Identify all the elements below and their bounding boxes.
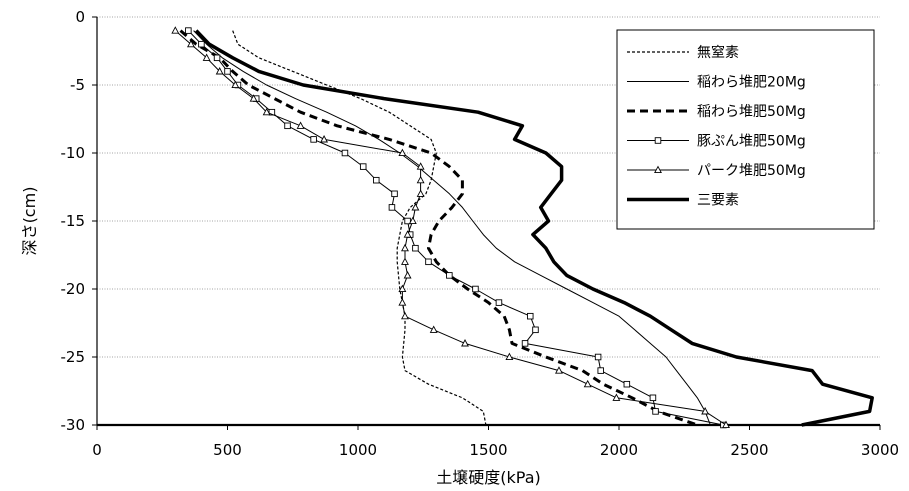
data-point-3 [495,299,503,306]
series-3 [185,27,727,429]
tick-labels: 0 -5 -10 -15 -20 -25 -30 0 500 1000 1500 2000 2500 30… [61,8,900,459]
y-tick-label: 0 [75,8,85,26]
data-point-4 [408,216,417,225]
data-point-4 [398,298,407,306]
data-point-4 [555,366,563,374]
y-tick-label: -15 [61,212,86,230]
data-point-4 [416,162,425,170]
series-line-0 [232,30,487,426]
x-tick-label: 0 [92,441,102,459]
data-point-3 [594,353,602,361]
data-point-4 [612,393,621,401]
data-point-3 [310,136,317,143]
axes [92,16,881,430]
data-point-4 [231,80,240,89]
data-point-4 [215,67,224,75]
data-point-3 [388,204,396,211]
data-point-3 [268,108,276,116]
x-tick-label: 2500 [730,441,768,459]
data-point-3 [213,54,221,62]
data-point-3 [198,40,205,48]
data-point-4 [583,379,592,388]
y-tick-label: -20 [61,280,86,298]
series-line-5 [194,29,874,427]
data-point-4 [249,94,258,102]
data-point-4 [416,175,425,184]
x-tick-label: 1500 [469,441,507,459]
series-line-4 [174,30,727,426]
data-point-3 [359,163,367,170]
data-point-4 [320,135,329,143]
series-5 [194,29,874,427]
y-tick-label: -30 [61,416,86,434]
data-point-3 [446,272,453,279]
legend-label-1: 稲わら堆肥20Mg [697,75,806,91]
legend-label-4: パーク堆肥50Mg [697,163,806,179]
data-point-4 [398,148,407,157]
data-point-3 [472,285,479,293]
y-tick-label: -25 [61,348,86,366]
data-point-4 [505,352,514,361]
legend-label-0: 無窒素 [697,44,739,61]
legend-label-5: 三要素 [697,193,739,209]
x-axis-title: 土壌硬度(kPa) [436,468,541,487]
x-tick-label: 1000 [339,441,377,459]
data-point-3 [521,340,529,347]
data-point-4 [202,53,211,61]
legend-label-3: 豚ぷん堆肥50Mg [697,134,806,150]
series-0 [232,30,487,426]
series-layer [171,26,874,429]
data-point-4 [461,339,469,347]
data-point-4 [187,39,195,48]
data-point-4 [262,107,271,116]
data-point-4 [411,203,420,211]
series-1 [193,30,711,426]
legend-marker-4 [654,165,662,174]
x-tick-label: 2000 [600,441,638,459]
data-point-4 [403,271,412,279]
series-line-1 [193,30,711,426]
data-point-3 [652,408,659,415]
data-point-3 [373,176,380,184]
y-tick-label: -5 [70,76,85,94]
data-point-3 [284,122,291,130]
series-4 [171,26,730,429]
data-point-4 [722,420,730,429]
data-point-3 [404,217,411,225]
x-tick-label: 500 [213,441,242,459]
series-line-2 [179,29,698,427]
data-point-4 [296,121,305,129]
data-point-4 [401,257,409,265]
data-point-4 [416,189,425,197]
data-point-4 [429,325,438,333]
data-point-3 [341,149,349,157]
data-point-4 [171,26,180,34]
series-2 [179,29,698,427]
data-point-3 [649,394,657,402]
x-tick-label: 3000 [861,441,899,459]
legend-box [616,29,875,230]
y-tick-label: -10 [61,144,86,162]
legend-marker-3 [654,137,662,144]
data-point-3 [597,367,604,374]
data-point-3 [391,190,398,198]
data-point-3 [527,312,534,320]
legend-label-2: 稲わら堆肥50Mg [697,104,806,120]
data-point-4 [398,284,407,293]
data-point-3 [224,68,231,75]
data-point-4 [701,407,710,415]
y-axis-title: 深さ(cm) [20,187,39,256]
data-point-3 [412,244,419,252]
data-point-4 [401,311,409,320]
data-point-4 [403,230,412,238]
data-point-3 [185,27,192,34]
data-point-4 [401,243,409,252]
data-point-3 [425,258,432,266]
data-point-3 [623,380,631,388]
data-point-3 [532,326,539,334]
